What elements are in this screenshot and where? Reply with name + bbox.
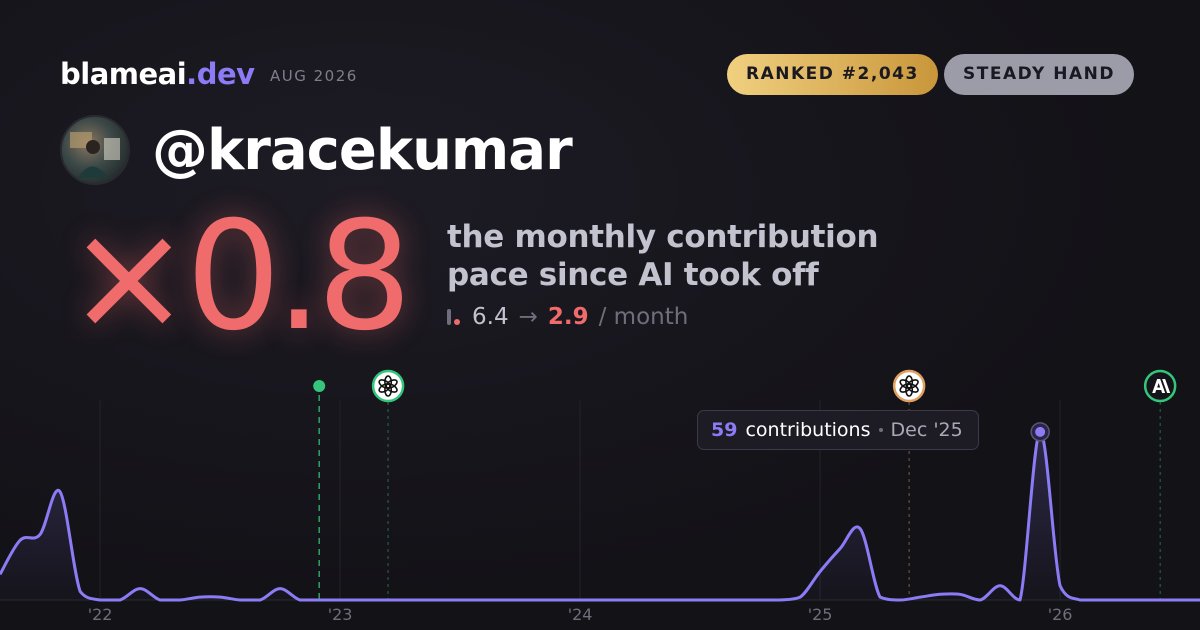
- pace-icon: [447, 309, 460, 325]
- icon-petal: [899, 379, 912, 389]
- icon-petal: [378, 379, 391, 389]
- pace-before: 6.4: [472, 304, 509, 330]
- icon-bg: [892, 369, 926, 403]
- event-icon: [892, 369, 926, 403]
- tooltip-label: contributions: [745, 419, 871, 441]
- brand-name: blameai: [60, 57, 187, 91]
- rank-badge: RANKED #2,043: [727, 54, 938, 95]
- multiplier: ×0.8: [66, 190, 412, 364]
- icon-glyph: [1152, 379, 1171, 393]
- event-icon: [1143, 369, 1177, 403]
- pace-unit: / month: [598, 304, 689, 330]
- area: [0, 431, 1200, 600]
- avatar: [60, 115, 130, 185]
- tooltip: 59 contributions Dec '25: [697, 410, 979, 450]
- brand-tld: .dev: [186, 57, 255, 91]
- headline: pace since AI took off: [447, 257, 819, 293]
- tooltip-value: 59: [711, 419, 738, 441]
- x-tick-label: '26: [1048, 605, 1073, 624]
- date: AUG 2026: [270, 67, 358, 85]
- x-tick-label: '24: [568, 605, 593, 624]
- username: @kracekumar: [152, 118, 573, 183]
- x-tick-label: '25: [808, 605, 833, 624]
- x-tick-label: '22: [88, 605, 113, 624]
- pace-arrow: →: [518, 304, 538, 330]
- event-dot: [313, 380, 326, 392]
- event-icon: [371, 369, 405, 403]
- headline: the monthly contribution: [447, 219, 879, 255]
- highlight-point: [1035, 426, 1046, 437]
- line: [0, 430, 1200, 602]
- pace: 6.4 → 2.9 / month: [447, 304, 688, 330]
- brand: blameai.dev: [60, 57, 255, 91]
- tooltip-date: Dec '25: [890, 419, 963, 441]
- icon-bg: [371, 369, 405, 403]
- x-tick-label: '23: [328, 605, 353, 624]
- style-badge: STEADY HAND: [944, 54, 1134, 95]
- pace-after: 2.9: [547, 304, 589, 330]
- separator: [878, 428, 883, 432]
